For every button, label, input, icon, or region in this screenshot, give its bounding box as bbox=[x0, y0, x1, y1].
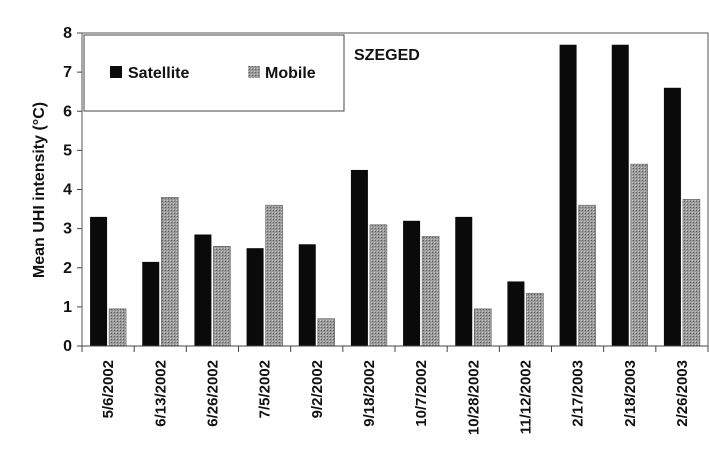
bar-satellite-2-18-2003 bbox=[611, 44, 629, 347]
legend-label-satellite: Satellite bbox=[128, 65, 189, 82]
x-tick-label: 7/5/2002 bbox=[257, 360, 274, 418]
legend-swatch-satellite bbox=[110, 66, 122, 78]
bar-satellite-10-28-2002 bbox=[455, 216, 473, 346]
legend: Satellite Mobile bbox=[83, 34, 345, 112]
x-tick-label: 2/26/2003 bbox=[674, 360, 691, 427]
bar-mobile-9-2-2002 bbox=[317, 318, 335, 347]
y-tick-label: 5 bbox=[63, 142, 72, 159]
bar-mobile-5-6-2002 bbox=[108, 308, 127, 347]
bar-satellite-2-17-2003 bbox=[559, 44, 577, 347]
bar-satellite-5-6-2002 bbox=[90, 216, 108, 346]
bar-mobile-6-13-2002 bbox=[161, 197, 179, 347]
y-axis: 0 1 2 3 4 5 6 7 8 bbox=[63, 25, 82, 355]
bar-satellite-7-5-2002 bbox=[246, 248, 264, 346]
y-tick-label: 8 bbox=[63, 25, 72, 42]
x-tick-label: 2/18/2003 bbox=[622, 360, 639, 427]
bar-mobile-7-5-2002 bbox=[265, 204, 283, 347]
x-tick-label: 10/7/2002 bbox=[413, 360, 430, 427]
bar-mobile-10-7-2002 bbox=[421, 236, 440, 347]
y-tick-label: 3 bbox=[63, 221, 72, 238]
x-tick-label: 11/12/2002 bbox=[517, 360, 534, 434]
y-tick-label: 1 bbox=[63, 299, 72, 316]
bars bbox=[90, 44, 701, 347]
bar-mobile-6-26-2002 bbox=[213, 245, 231, 347]
y-tick-label: 6 bbox=[63, 103, 72, 120]
bar-satellite-9-18-2002 bbox=[350, 169, 368, 346]
bar-satellite-2-26-2003 bbox=[663, 87, 681, 347]
bar-satellite-11-12-2002 bbox=[507, 281, 525, 346]
bar-mobile-2-26-2003 bbox=[682, 199, 701, 347]
y-axis-label: Mean UHI intensity (°C) bbox=[31, 102, 48, 278]
y-tick-label: 2 bbox=[63, 260, 72, 277]
bar-mobile-11-12-2002 bbox=[526, 292, 544, 347]
bar-satellite-9-2-2002 bbox=[298, 244, 316, 346]
legend-label-mobile: Mobile bbox=[265, 65, 316, 82]
legend-swatch-mobile bbox=[248, 66, 260, 78]
bar-satellite-6-13-2002 bbox=[142, 261, 160, 346]
x-tick-label: 9/18/2002 bbox=[361, 360, 378, 427]
x-axis: 5/6/2002 6/13/2002 6/26/2002 7/5/2002 9/2/20… bbox=[81, 345, 709, 435]
chart-title: SZEGED bbox=[354, 47, 420, 64]
x-tick-label: 9/2/2002 bbox=[309, 360, 326, 418]
bar-satellite-6-26-2002 bbox=[194, 234, 212, 346]
x-tick-label: 6/13/2002 bbox=[152, 360, 169, 427]
y-tick-label: 7 bbox=[63, 64, 72, 81]
y-tick-label: 4 bbox=[63, 182, 72, 199]
x-tick-label: 10/28/2002 bbox=[465, 360, 482, 435]
bar-mobile-10-28-2002 bbox=[474, 308, 492, 347]
x-tick-label: 5/6/2002 bbox=[100, 360, 117, 418]
bar-satellite-10-7-2002 bbox=[403, 220, 421, 346]
bar-mobile-2-17-2003 bbox=[578, 204, 596, 347]
y-tick-label: 0 bbox=[63, 338, 72, 355]
x-tick-label: 2/17/2003 bbox=[570, 360, 587, 427]
bar-mobile-2-18-2003 bbox=[630, 163, 648, 347]
x-tick-label: 6/26/2002 bbox=[204, 360, 221, 427]
bar-mobile-9-18-2002 bbox=[369, 224, 388, 347]
legend-box bbox=[83, 34, 345, 112]
